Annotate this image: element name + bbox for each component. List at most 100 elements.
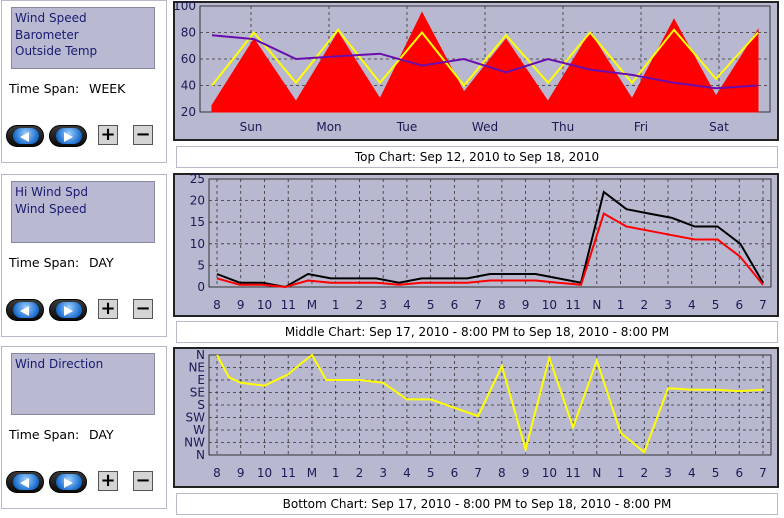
series-list-top[interactable]: Wind Speed Barometer Outside Temp xyxy=(11,7,155,69)
timespan-top: Time Span: WEEK xyxy=(9,81,125,96)
x-tick-label: 11 xyxy=(565,298,580,312)
x-tick-label: 7 xyxy=(474,466,482,480)
prev-button[interactable] xyxy=(6,299,44,321)
arrow-right-icon xyxy=(64,478,73,488)
x-tick-label: N xyxy=(592,298,601,312)
series-item[interactable]: Wind Speed xyxy=(15,201,87,216)
zoom-out-button[interactable]: − xyxy=(133,125,153,145)
next-button[interactable] xyxy=(49,299,87,321)
next-button[interactable] xyxy=(49,471,87,493)
top-chart[interactable]: 20 40 60 80 100 Sun Mon Tue Wed Thu Fri Sat xyxy=(172,0,780,142)
x-tick-label: 5 xyxy=(712,298,720,312)
zoom-out-button[interactable]: − xyxy=(133,299,153,319)
y-tick-label: S xyxy=(197,398,205,412)
x-tick-label: 9 xyxy=(237,466,245,480)
x-tick-label: 3 xyxy=(379,466,387,480)
x-tick-label: 2 xyxy=(356,298,364,312)
series-item[interactable]: Hi Wind Spd xyxy=(15,185,88,199)
middle-chart[interactable]: 0 5 10 15 20 25 8 9 10 11 M 1 2 3 4 5 6 7 8 9 10 11 N 1 2 3 4 5 6 7 xyxy=(172,172,780,318)
x-tick-label: 4 xyxy=(688,298,696,312)
x-tick-label: 6 xyxy=(451,298,459,312)
zoom-in-button[interactable]: + xyxy=(98,471,118,491)
y-tick-label: 10 xyxy=(190,237,205,251)
x-tick-label: 10 xyxy=(542,298,557,312)
y-tick-label: E xyxy=(197,373,205,387)
x-tick-label: 6 xyxy=(735,466,743,480)
panel-top: Wind Speed Barometer Outside Temp Time S… xyxy=(1,0,167,163)
x-tick-label: Thu xyxy=(551,120,575,134)
x-tick-label: 5 xyxy=(427,298,435,312)
timespan-value: WEEK xyxy=(89,81,126,96)
x-tick-label: Tue xyxy=(396,120,418,134)
x-tick-label: 8 xyxy=(498,298,506,312)
arrow-left-icon xyxy=(20,478,29,488)
x-tick-label: 1 xyxy=(332,298,340,312)
timespan-bottom: Time Span: DAY xyxy=(9,427,114,442)
x-tick-label: Wed xyxy=(472,120,498,134)
timespan-label: Time Span: xyxy=(9,255,80,270)
y-tick-label: 5 xyxy=(197,258,205,272)
x-tick-label: Mon xyxy=(316,120,341,134)
x-tick-label: 9 xyxy=(522,466,530,480)
series-list-bottom[interactable]: Wind Direction xyxy=(11,353,155,415)
y-tick-label: NE xyxy=(188,361,205,375)
x-tick-label: 3 xyxy=(664,298,672,312)
timespan-middle: Time Span: DAY xyxy=(9,255,114,270)
x-tick-label: 2 xyxy=(356,466,364,480)
y-tick-label: 20 xyxy=(181,105,196,119)
x-tick-label: Sat xyxy=(709,120,729,134)
panel-middle: Hi Wind Spd Wind Speed Time Span: DAY + … xyxy=(1,174,167,337)
x-tick-label: M xyxy=(307,466,317,480)
x-tick-label: 5 xyxy=(712,466,720,480)
x-tick-label: 10 xyxy=(542,466,557,480)
x-tick-label: 7 xyxy=(759,298,767,312)
x-tick-label: 7 xyxy=(474,298,482,312)
x-tick-label: Fri xyxy=(634,120,648,134)
x-tick-label: 1 xyxy=(617,466,625,480)
x-tick-label: 7 xyxy=(759,466,767,480)
y-tick-label: NW xyxy=(184,436,205,450)
series-item[interactable]: Barometer xyxy=(15,27,79,42)
x-tick-label: 4 xyxy=(688,466,696,480)
x-tick-label: 6 xyxy=(735,298,743,312)
series-item[interactable]: Outside Temp xyxy=(15,44,98,58)
arrow-right-icon xyxy=(64,306,73,316)
zoom-in-button[interactable]: + xyxy=(98,125,118,145)
y-tick-label: 60 xyxy=(181,52,196,66)
next-button[interactable] xyxy=(49,125,87,147)
timespan-label: Time Span: xyxy=(9,81,80,96)
x-tick-label: 8 xyxy=(498,466,506,480)
panel-bottom: Wind Direction Time Span: DAY + − xyxy=(1,346,167,509)
prev-button[interactable] xyxy=(6,125,44,147)
x-tick-label: 1 xyxy=(332,466,340,480)
arrow-left-icon xyxy=(20,306,29,316)
x-tick-label: 8 xyxy=(213,298,221,312)
zoom-in-button[interactable]: + xyxy=(98,299,118,319)
arrow-left-icon xyxy=(20,132,29,142)
series-item[interactable]: Wind Speed xyxy=(15,11,87,25)
x-tick-label: M xyxy=(307,298,317,312)
x-tick-label: 3 xyxy=(664,466,672,480)
series-item[interactable]: Wind Direction xyxy=(15,357,104,371)
prev-button[interactable] xyxy=(6,471,44,493)
x-tick-label: 5 xyxy=(427,466,435,480)
y-tick-label: SW xyxy=(186,411,206,425)
y-tick-label: 80 xyxy=(181,26,196,40)
x-tick-label: 6 xyxy=(451,466,459,480)
x-tick-label: 11 xyxy=(565,466,580,480)
series-list-middle[interactable]: Hi Wind Spd Wind Speed xyxy=(11,181,155,243)
x-tick-label: 2 xyxy=(640,298,648,312)
x-tick-label: 11 xyxy=(281,466,296,480)
arrow-right-icon xyxy=(64,132,73,142)
timespan-value: DAY xyxy=(89,427,114,442)
zoom-out-button[interactable]: − xyxy=(133,471,153,491)
y-tick-label: 40 xyxy=(181,79,196,93)
x-tick-label: 9 xyxy=(237,298,245,312)
y-tick-label: 0 xyxy=(197,280,205,294)
y-tick-label: SE xyxy=(190,386,205,400)
bottom-chart-caption: Bottom Chart: Sep 17, 2010 - 8:00 PM to … xyxy=(176,493,778,515)
x-tick-label: 1 xyxy=(617,298,625,312)
y-tick-label: W xyxy=(193,423,205,437)
x-tick-label: 10 xyxy=(257,298,272,312)
